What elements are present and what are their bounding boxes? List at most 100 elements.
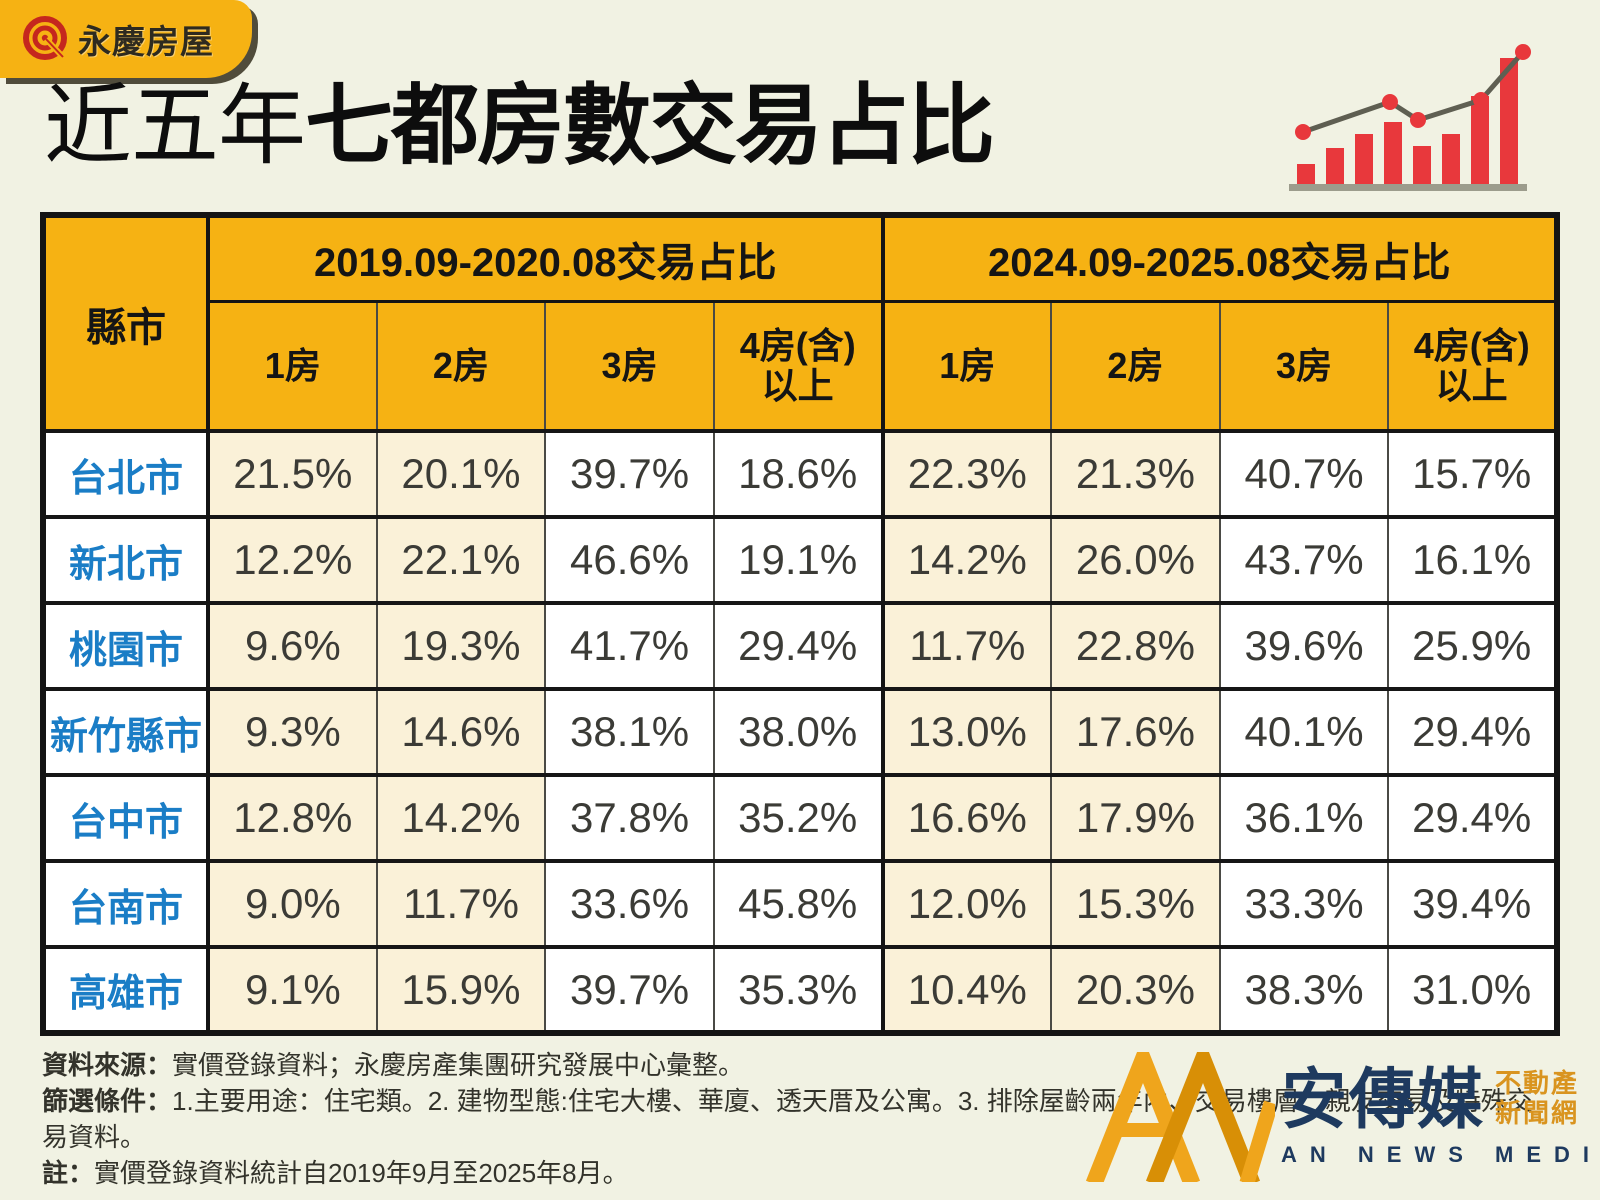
value-cell: 11.7%: [375, 859, 546, 947]
page-title: 近五年七都房數交易占比: [44, 76, 995, 175]
value-cell: 36.1%: [1218, 773, 1389, 861]
title-main: 七都房數交易占比: [305, 76, 995, 175]
column-header-row: 1房 2房 3房 4房(含) 以上 1房 2房 3房 4房(含) 以上: [43, 299, 1557, 431]
value-cell: 16.6%: [880, 773, 1052, 861]
footnotes: 資料來源：實價登錄資料；永慶房產集團研究發展中心彙整。 篩選條件：1.主要用途：…: [42, 1048, 1542, 1192]
footnote-text: 1.主要用途：住宅類。2. 建物型態:住宅大樓、華廈、透天厝及公寓。3. 排除屋…: [42, 1085, 1533, 1152]
value-cell: 33.6%: [544, 859, 714, 947]
value-cell: 39.7%: [544, 429, 714, 517]
value-cell: 13.0%: [880, 687, 1052, 775]
group-header-2024: 2024.09-2025.08交易占比: [880, 213, 1557, 301]
value-cell: 26.0%: [1050, 515, 1220, 603]
group-header-2019: 2019.09-2020.08交易占比: [206, 213, 883, 301]
table-row: 台南市 9.0% 11.7% 33.6% 45.8% 12.0% 15.3% 3…: [42, 859, 1557, 947]
value-cell: 11.7%: [880, 601, 1052, 689]
value-cell: 9.0%: [206, 859, 377, 947]
col-header-4room: 4房(含) 以上: [712, 299, 883, 431]
table-row: 桃園市 9.6% 19.3% 41.7% 29.4% 11.7% 22.8% 3…: [42, 601, 1557, 689]
value-cell: 9.1%: [206, 945, 377, 1033]
footnote-note: 註：實價登錄資料統計自2019年9月至2025年8月。: [42, 1156, 1542, 1192]
title-prefix: 近五年: [44, 76, 306, 175]
col-header-1room: 1房: [880, 299, 1052, 431]
value-cell: 35.2%: [712, 773, 883, 861]
value-cell: 12.2%: [206, 515, 377, 603]
col-header-2room: 2房: [1050, 299, 1220, 431]
table-row: 台中市 12.8% 14.2% 37.8% 35.2% 16.6% 17.9% …: [42, 773, 1557, 861]
col-header-4room: 4房(含) 以上: [1387, 299, 1557, 431]
value-cell: 39.4%: [1387, 859, 1557, 947]
col-header-2room: 2房: [375, 299, 546, 431]
value-cell: 38.0%: [712, 687, 883, 775]
col-header-1room: 1房: [206, 299, 377, 431]
value-cell: 17.6%: [1050, 687, 1220, 775]
value-cell: 20.3%: [1050, 945, 1220, 1033]
col-header-3room: 3房: [544, 299, 714, 431]
brand-name: 永慶房屋: [78, 23, 214, 60]
col-header-3room: 3房: [1218, 299, 1389, 431]
value-cell: 35.3%: [712, 945, 883, 1033]
value-cell: 14.2%: [880, 515, 1052, 603]
value-cell: 22.1%: [375, 515, 546, 603]
value-cell: 21.5%: [206, 429, 377, 517]
city-cell: 桃園市: [42, 601, 208, 689]
city-cell: 台南市: [42, 859, 208, 947]
city-cell: 高雄市: [42, 945, 208, 1033]
city-cell: 新北市: [42, 515, 208, 603]
footnote-label: 資料來源：: [42, 1050, 173, 1080]
value-cell: 16.1%: [1387, 515, 1557, 603]
value-cell: 14.6%: [375, 687, 546, 775]
value-cell: 19.1%: [712, 515, 883, 603]
an-monogram-icon: [1085, 1052, 1275, 1182]
value-cell: 38.1%: [544, 687, 714, 775]
yungching-rings-icon: [23, 16, 67, 60]
value-cell: 40.1%: [1218, 687, 1389, 775]
value-cell: 14.2%: [375, 773, 546, 861]
value-cell: 31.0%: [1387, 945, 1557, 1033]
an-name-en: AN NEWS MEDIA: [1281, 1142, 1600, 1167]
value-cell: 9.6%: [206, 601, 377, 689]
value-cell: 22.8%: [1050, 601, 1220, 689]
value-cell: 46.6%: [544, 515, 714, 603]
value-cell: 15.3%: [1050, 859, 1220, 947]
footnote-text: 實價登錄資料；永慶房產集團研究發展中心彙整。: [172, 1050, 745, 1080]
value-cell: 12.8%: [206, 773, 377, 861]
table-row: 台北市 21.5% 20.1% 39.7% 18.6% 22.3% 21.3% …: [42, 429, 1557, 517]
an-tagline-line1: 不動產: [1495, 1068, 1580, 1099]
an-logo-text: 安傳媒 不動產 新聞網 AN NEWS MEDIA: [1281, 1066, 1600, 1168]
transactions-table: 縣市 2019.09-2020.08交易占比 2024.09-2025.08交易…: [40, 212, 1560, 1036]
an-tagline-line2: 新聞網: [1495, 1098, 1580, 1128]
value-cell: 33.3%: [1218, 859, 1389, 947]
footnote-filter: 篩選條件：1.主要用途：住宅類。2. 建物型態:住宅大樓、華廈、透天厝及公寓。3…: [42, 1084, 1542, 1156]
value-cell: 25.9%: [1387, 601, 1557, 689]
an-name-zh: 安傳媒: [1281, 1062, 1485, 1136]
city-cell: 台北市: [42, 429, 208, 517]
value-cell: 10.4%: [880, 945, 1052, 1033]
value-cell: 29.4%: [1387, 687, 1557, 775]
brand-badge: 永慶房屋: [0, 0, 252, 78]
footnote-text: 實價登錄資料統計自2019年9月至2025年8月。: [94, 1157, 629, 1188]
value-cell: 21.3%: [1050, 429, 1220, 517]
value-cell: 40.7%: [1218, 429, 1389, 517]
an-tagline: 不動產 新聞網: [1495, 1068, 1580, 1129]
value-cell: 19.3%: [375, 601, 546, 689]
value-cell: 45.8%: [712, 859, 883, 947]
city-cell: 台中市: [42, 773, 208, 861]
value-cell: 17.9%: [1050, 773, 1220, 861]
value-cell: 20.1%: [375, 429, 546, 517]
value-cell: 15.7%: [1387, 429, 1557, 517]
table-row: 新北市 12.2% 22.1% 46.6% 19.1% 14.2% 26.0% …: [42, 515, 1557, 603]
table-row: 新竹縣市 9.3% 14.6% 38.1% 38.0% 13.0% 17.6% …: [42, 687, 1557, 775]
value-cell: 18.6%: [712, 429, 883, 517]
value-cell: 9.3%: [206, 687, 377, 775]
trend-chart-icon: [1289, 44, 1531, 191]
value-cell: 43.7%: [1218, 515, 1389, 603]
value-cell: 22.3%: [880, 429, 1052, 517]
value-cell: 15.9%: [375, 945, 546, 1033]
value-cell: 41.7%: [544, 601, 714, 689]
footnote-label: 篩選條件：: [42, 1085, 173, 1116]
value-cell: 37.8%: [544, 773, 714, 861]
value-cell: 12.0%: [880, 859, 1052, 947]
value-cell: 39.7%: [544, 945, 714, 1033]
value-cell: 39.6%: [1218, 601, 1389, 689]
